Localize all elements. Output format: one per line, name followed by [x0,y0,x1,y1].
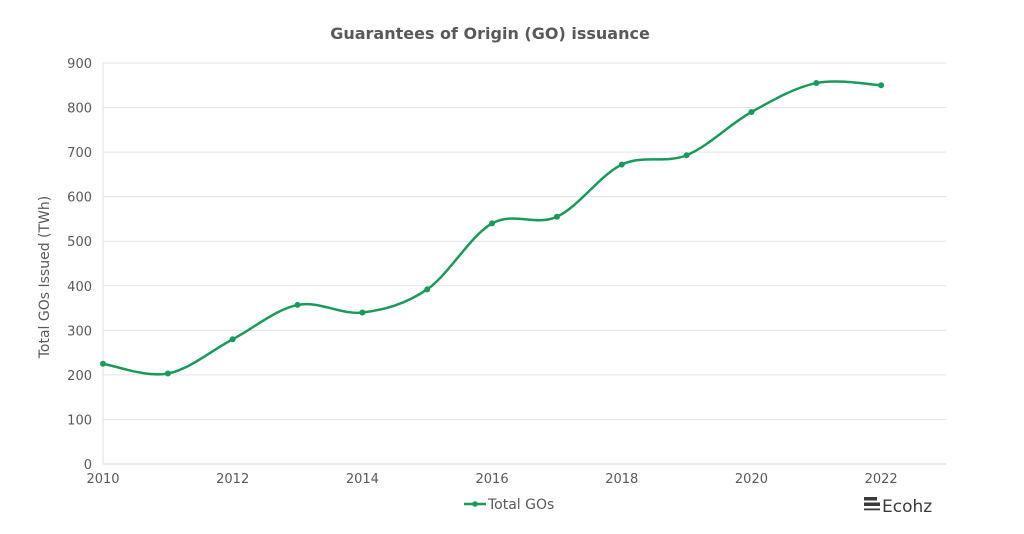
data-point-2014 [359,309,366,316]
ecohz-logo-text: Ecohz [882,497,932,517]
data-point-2021 [813,80,820,87]
data-point-2017 [553,213,560,220]
x-tick-label-2022: 2022 [865,472,898,487]
y-axis-label: Total GOs Issued (TWh) [37,196,53,360]
data-point-2011 [164,370,171,377]
y-tick-label-500: 500 [67,235,92,250]
data-point-2020 [748,109,755,116]
y-tick-label-300: 300 [67,324,92,339]
y-tick-label-800: 800 [67,102,92,117]
data-point-2019 [683,152,690,159]
y-tick-label-200: 200 [67,369,92,384]
x-tick-label-2012: 2012 [216,472,249,487]
legend-label-total-gos: Total GOs [487,497,554,513]
data-point-2018 [618,161,625,168]
data-point-2012 [229,336,236,343]
data-point-2013 [294,301,301,308]
axes [102,63,946,465]
x-tick-label-2018: 2018 [605,472,638,487]
y-tick-label-900: 900 [67,57,92,72]
series-total-gos [100,80,885,377]
y-tick-label-400: 400 [67,280,92,295]
x-tick-label-2020: 2020 [735,472,768,487]
x-tick-label-2014: 2014 [346,472,379,487]
gridlines [103,62,946,420]
data-point-2015 [424,286,431,293]
y-tick-label-0: 0 [84,458,92,473]
legend-marker [472,501,478,507]
ecohz-logo: Ecohz [864,497,932,517]
ecohz-logo-icon [864,497,880,511]
y-tick-label-700: 700 [67,146,92,161]
x-tick-label-2016: 2016 [476,472,509,487]
y-tick-label-600: 600 [67,191,92,206]
x-tick-label-2010: 2010 [86,472,119,487]
y-axis-ticks: 0 100 200 300 400 500 600 700 800 900 [67,57,92,473]
x-axis-ticks: 2010 2012 2014 2016 2018 2020 2022 [86,472,897,487]
y-tick-label-100: 100 [67,413,92,428]
chart-title: Guarantees of Origin (GO) issuance [330,24,650,43]
data-point-2016 [489,220,496,227]
data-point-2022 [878,82,885,89]
legend: Total GOs [464,497,554,513]
data-point-2010 [100,360,106,367]
